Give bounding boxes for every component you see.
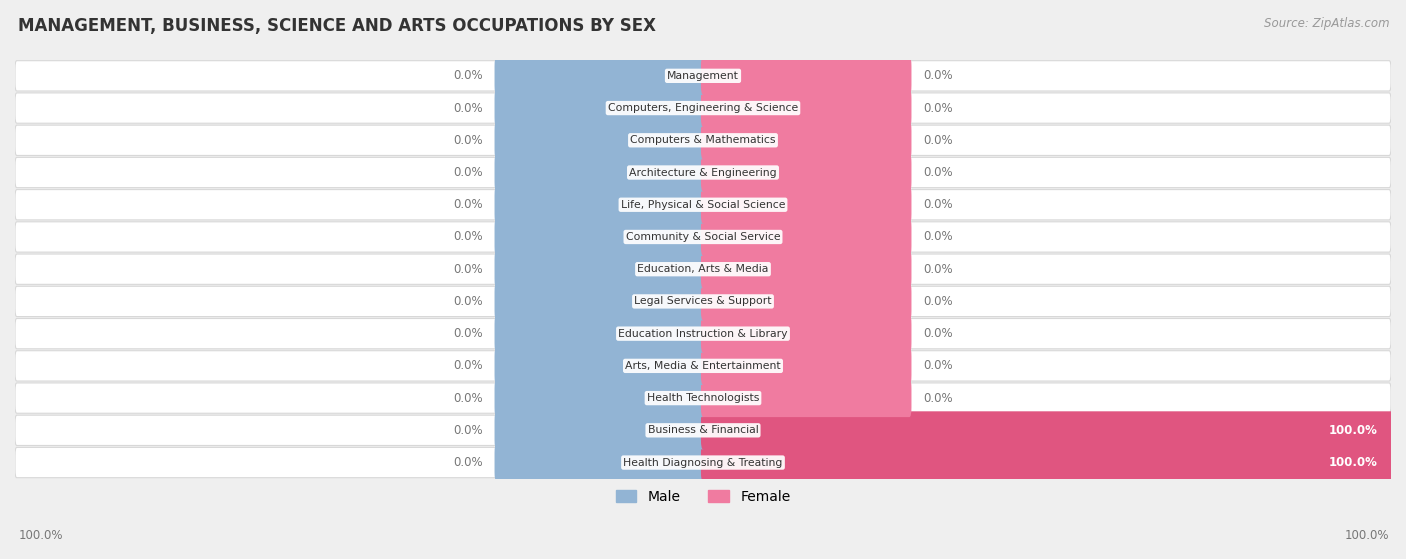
Legend: Male, Female: Male, Female [610, 484, 796, 509]
Text: Architecture & Engineering: Architecture & Engineering [630, 168, 776, 178]
Text: MANAGEMENT, BUSINESS, SCIENCE AND ARTS OCCUPATIONS BY SEX: MANAGEMENT, BUSINESS, SCIENCE AND ARTS O… [18, 17, 657, 35]
FancyBboxPatch shape [702, 315, 911, 353]
FancyBboxPatch shape [495, 250, 704, 288]
FancyBboxPatch shape [15, 190, 1391, 220]
FancyBboxPatch shape [702, 347, 911, 385]
FancyBboxPatch shape [495, 186, 704, 224]
FancyBboxPatch shape [702, 57, 911, 95]
FancyBboxPatch shape [495, 218, 704, 256]
Text: Education, Arts & Media: Education, Arts & Media [637, 264, 769, 274]
FancyBboxPatch shape [495, 347, 704, 385]
FancyBboxPatch shape [15, 286, 1391, 316]
FancyBboxPatch shape [15, 350, 1391, 381]
Text: 0.0%: 0.0% [453, 327, 482, 340]
Text: 0.0%: 0.0% [924, 359, 953, 372]
FancyBboxPatch shape [702, 250, 911, 288]
FancyBboxPatch shape [15, 447, 1391, 478]
Text: 100.0%: 100.0% [18, 529, 63, 542]
Text: Business & Financial: Business & Financial [648, 425, 758, 435]
Text: Health Diagnosing & Treating: Health Diagnosing & Treating [623, 458, 783, 467]
Text: 0.0%: 0.0% [453, 359, 482, 372]
Text: 0.0%: 0.0% [924, 166, 953, 179]
Text: 0.0%: 0.0% [453, 69, 482, 82]
FancyBboxPatch shape [15, 93, 1391, 123]
Text: Computers & Mathematics: Computers & Mathematics [630, 135, 776, 145]
Text: Education Instruction & Library: Education Instruction & Library [619, 329, 787, 339]
FancyBboxPatch shape [15, 61, 1391, 91]
FancyBboxPatch shape [15, 383, 1391, 413]
FancyBboxPatch shape [495, 411, 704, 449]
Text: 0.0%: 0.0% [453, 198, 482, 211]
FancyBboxPatch shape [702, 218, 911, 256]
Text: Health Technologists: Health Technologists [647, 393, 759, 403]
Text: 0.0%: 0.0% [924, 392, 953, 405]
FancyBboxPatch shape [702, 411, 1393, 449]
Text: 0.0%: 0.0% [924, 69, 953, 82]
FancyBboxPatch shape [702, 121, 911, 159]
FancyBboxPatch shape [15, 319, 1391, 349]
FancyBboxPatch shape [702, 282, 911, 320]
FancyBboxPatch shape [495, 57, 704, 95]
FancyBboxPatch shape [702, 154, 911, 192]
Text: 100.0%: 100.0% [1344, 529, 1389, 542]
FancyBboxPatch shape [495, 315, 704, 353]
FancyBboxPatch shape [495, 282, 704, 320]
FancyBboxPatch shape [702, 379, 911, 417]
FancyBboxPatch shape [15, 158, 1391, 188]
Text: Life, Physical & Social Science: Life, Physical & Social Science [621, 200, 785, 210]
Text: 0.0%: 0.0% [924, 102, 953, 115]
Text: 0.0%: 0.0% [453, 102, 482, 115]
Text: 0.0%: 0.0% [453, 134, 482, 147]
Text: 0.0%: 0.0% [924, 295, 953, 308]
Text: 0.0%: 0.0% [453, 424, 482, 437]
Text: 100.0%: 100.0% [1329, 456, 1378, 469]
FancyBboxPatch shape [495, 121, 704, 159]
FancyBboxPatch shape [15, 254, 1391, 285]
Text: 0.0%: 0.0% [453, 230, 482, 244]
FancyBboxPatch shape [495, 89, 704, 127]
FancyBboxPatch shape [15, 415, 1391, 446]
Text: 0.0%: 0.0% [924, 198, 953, 211]
Text: Community & Social Service: Community & Social Service [626, 232, 780, 242]
Text: Arts, Media & Entertainment: Arts, Media & Entertainment [626, 361, 780, 371]
Text: Management: Management [666, 71, 740, 81]
Text: 0.0%: 0.0% [924, 230, 953, 244]
Text: 0.0%: 0.0% [453, 263, 482, 276]
FancyBboxPatch shape [15, 125, 1391, 155]
Text: 0.0%: 0.0% [453, 392, 482, 405]
FancyBboxPatch shape [702, 443, 1393, 481]
Text: Computers, Engineering & Science: Computers, Engineering & Science [607, 103, 799, 113]
Text: 0.0%: 0.0% [453, 295, 482, 308]
Text: 0.0%: 0.0% [924, 134, 953, 147]
Text: 0.0%: 0.0% [924, 263, 953, 276]
FancyBboxPatch shape [15, 222, 1391, 252]
FancyBboxPatch shape [702, 186, 911, 224]
FancyBboxPatch shape [702, 89, 911, 127]
Text: 0.0%: 0.0% [924, 327, 953, 340]
Text: 0.0%: 0.0% [453, 166, 482, 179]
FancyBboxPatch shape [495, 154, 704, 192]
Text: Source: ZipAtlas.com: Source: ZipAtlas.com [1264, 17, 1389, 30]
Text: Legal Services & Support: Legal Services & Support [634, 296, 772, 306]
FancyBboxPatch shape [495, 379, 704, 417]
Text: 0.0%: 0.0% [453, 456, 482, 469]
Text: 100.0%: 100.0% [1329, 424, 1378, 437]
FancyBboxPatch shape [495, 443, 704, 481]
